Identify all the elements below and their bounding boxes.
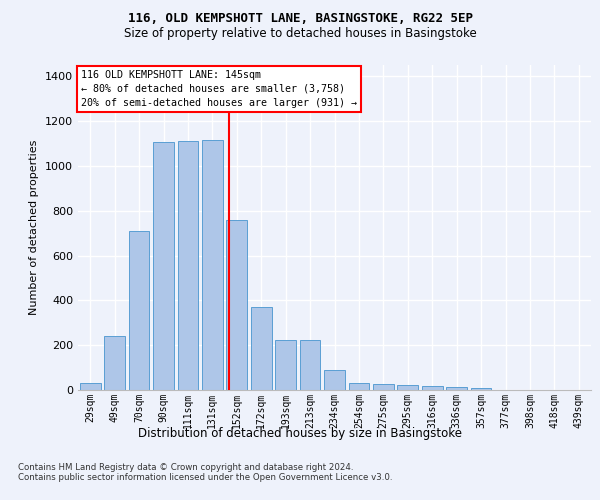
Text: 116 OLD KEMPSHOTT LANE: 145sqm
← 80% of detached houses are smaller (3,758)
20% : 116 OLD KEMPSHOTT LANE: 145sqm ← 80% of …: [80, 70, 356, 108]
Y-axis label: Number of detached properties: Number of detached properties: [29, 140, 40, 315]
Text: Size of property relative to detached houses in Basingstoke: Size of property relative to detached ho…: [124, 28, 476, 40]
Bar: [397, 385, 418, 390]
Bar: [349, 384, 370, 390]
Bar: [324, 370, 345, 390]
Bar: [226, 220, 247, 390]
Bar: [202, 140, 223, 390]
Bar: [153, 142, 174, 390]
Text: Distribution of detached houses by size in Basingstoke: Distribution of detached houses by size …: [138, 428, 462, 440]
Bar: [251, 307, 272, 390]
Bar: [422, 386, 443, 390]
Bar: [128, 231, 149, 390]
Bar: [470, 388, 491, 390]
Bar: [299, 340, 320, 390]
Text: 116, OLD KEMPSHOTT LANE, BASINGSTOKE, RG22 5EP: 116, OLD KEMPSHOTT LANE, BASINGSTOKE, RG…: [128, 12, 473, 26]
Bar: [446, 388, 467, 390]
Bar: [275, 340, 296, 390]
Bar: [178, 141, 199, 390]
Bar: [373, 384, 394, 390]
Text: Contains HM Land Registry data © Crown copyright and database right 2024.
Contai: Contains HM Land Registry data © Crown c…: [18, 462, 392, 482]
Bar: [104, 336, 125, 390]
Bar: [80, 384, 101, 390]
